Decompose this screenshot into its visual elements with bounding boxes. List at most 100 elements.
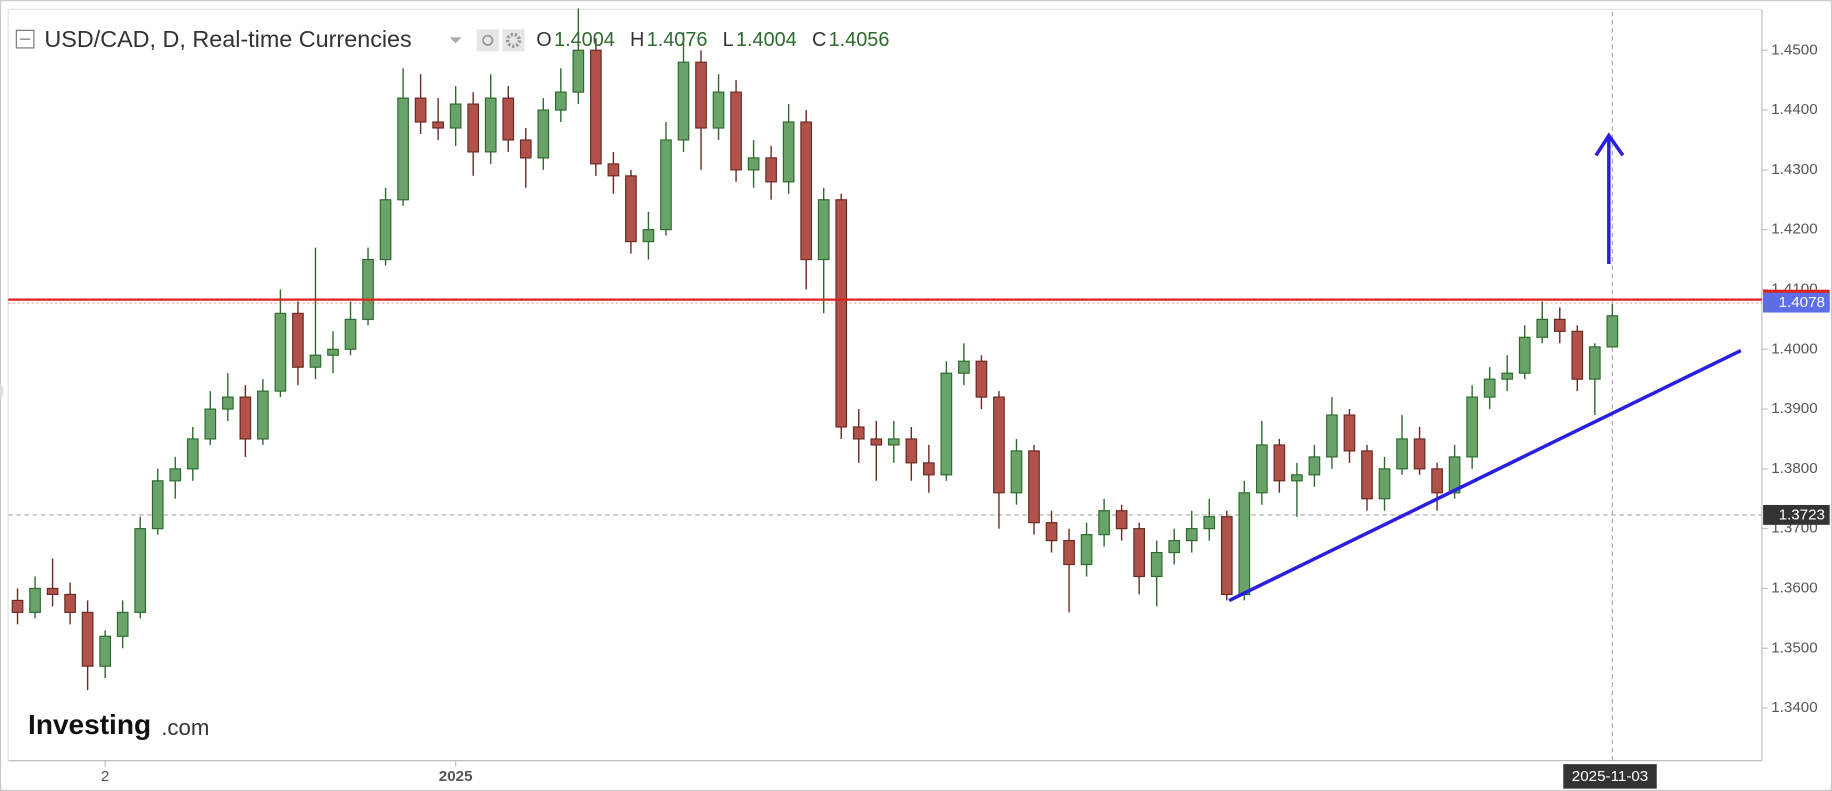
candle-body — [817, 199, 830, 261]
candle-body — [730, 91, 742, 171]
candle-body — [835, 199, 848, 428]
candle-body — [1343, 414, 1356, 452]
candle-body — [1571, 330, 1584, 380]
candle-body — [712, 91, 725, 129]
up-arrow — [1594, 132, 1625, 265]
candle-body — [169, 468, 182, 482]
logo-main: Investing — [28, 709, 151, 740]
candle-body — [1133, 528, 1145, 578]
candle-body — [782, 121, 795, 183]
candle-body — [257, 390, 269, 440]
y-tick-label: 1.4400 — [1771, 101, 1817, 118]
plot-area — [8, 8, 1762, 761]
candle-body — [870, 438, 883, 446]
candle-body — [327, 348, 339, 356]
candle-body — [449, 103, 462, 129]
settings-icon[interactable] — [502, 29, 525, 52]
watermark: Investing .com — [28, 709, 209, 740]
dropdown-caret[interactable] — [449, 37, 462, 44]
candle-body — [1098, 510, 1110, 536]
candle-body — [414, 97, 427, 123]
candle-body — [1501, 372, 1514, 380]
candle-body — [274, 312, 287, 392]
candle-body — [660, 139, 672, 231]
candle-body — [1361, 450, 1373, 500]
candle-body — [1238, 492, 1251, 596]
candle-body — [1063, 540, 1075, 566]
candle-body — [519, 139, 532, 159]
candle-body — [747, 157, 760, 171]
candle-body — [765, 157, 777, 183]
candle-body — [344, 318, 357, 350]
candle-body — [554, 91, 567, 111]
x-tick-label: 2025 — [439, 768, 473, 785]
x-tick-label: 2 — [101, 768, 109, 785]
axis-labels: 1.34001.35001.36001.37001.38001.39001.40… — [101, 41, 1830, 789]
candle-body — [29, 587, 41, 613]
ohlc-key: H — [630, 29, 644, 51]
side-tab[interactable] — [0, 383, 4, 400]
ohlc-key: O — [536, 29, 551, 51]
ohlc-key: L — [723, 29, 734, 51]
candle-body — [204, 408, 217, 440]
candle-body — [1291, 474, 1303, 482]
candle-body — [1185, 528, 1198, 542]
candle-body — [1150, 551, 1163, 578]
candle-body — [923, 462, 935, 476]
header: USD/CAD, D, Real-time Currencies O 1.4004… — [15, 26, 889, 52]
candle-body — [64, 593, 76, 613]
candle-body — [1606, 315, 1619, 348]
y-tick-label: 1.3800 — [1771, 460, 1817, 477]
candle-body — [958, 360, 970, 374]
price-tag-box — [1763, 292, 1830, 313]
crosshair-date-box — [1563, 764, 1657, 789]
candle-body — [1115, 510, 1128, 530]
candle-body — [151, 480, 164, 530]
candle-body — [186, 438, 199, 470]
candle-body — [1378, 468, 1391, 500]
candle-body — [362, 258, 374, 320]
y-tick-label: 1.4000 — [1771, 340, 1817, 357]
y-tick-label: 1.4300 — [1771, 161, 1817, 178]
candle-body — [975, 360, 988, 398]
price-tag-label: 1.4078 — [1779, 294, 1825, 311]
candle-body — [502, 97, 515, 141]
candle-body — [1028, 450, 1040, 524]
y-tick-label: 1.3400 — [1771, 699, 1817, 716]
candle-body — [81, 611, 94, 667]
candle-body — [1168, 540, 1181, 554]
y-tick-label: 1.3600 — [1771, 579, 1817, 596]
visibility-icon[interactable] — [476, 29, 499, 52]
candle-body — [905, 438, 918, 464]
candle-body — [625, 175, 637, 243]
candle-body — [467, 103, 480, 153]
candle-body — [239, 396, 252, 440]
candle-body — [607, 163, 620, 177]
candle-body — [1308, 456, 1321, 476]
candle-body — [1483, 378, 1496, 398]
candle-body — [292, 312, 304, 368]
candle-body — [309, 354, 322, 368]
crosshair-tag-box — [1763, 504, 1830, 525]
candle-body — [1518, 336, 1531, 374]
candle-body — [887, 438, 900, 446]
y-tick-label: 1.4200 — [1771, 221, 1817, 238]
candle-body — [1588, 346, 1601, 380]
ohlc-value: 1.4004 — [554, 29, 615, 51]
candle-body — [11, 599, 24, 613]
trend-line — [1228, 348, 1742, 603]
candle-body — [537, 109, 550, 159]
candle-body — [1203, 516, 1216, 530]
y-tick-label: 1.3500 — [1771, 639, 1817, 656]
chart-title: USD/CAD, D, Real-time Currencies — [44, 26, 411, 52]
candle-body — [677, 61, 690, 141]
candle-body — [852, 426, 865, 440]
candle-body — [1431, 468, 1443, 494]
candle-body — [1045, 522, 1058, 542]
crosshair-date-label: 2025-11-03 — [1572, 768, 1648, 785]
candle-body — [484, 97, 497, 153]
candle-body — [642, 229, 655, 243]
